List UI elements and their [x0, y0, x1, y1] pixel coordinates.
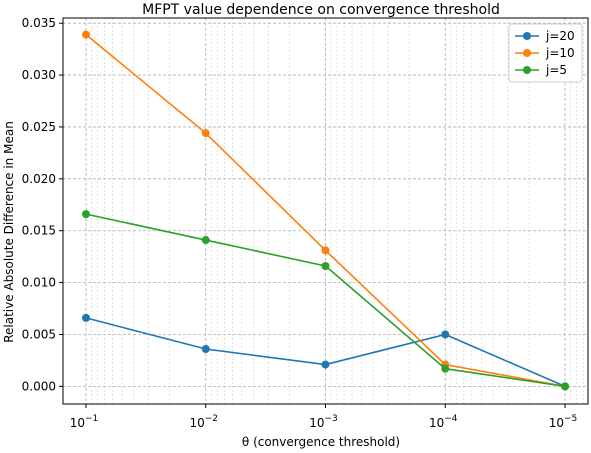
x-tick-label: 10−2 [189, 414, 218, 430]
data-point [441, 364, 450, 373]
y-tick-label: 0.025 [22, 120, 56, 134]
x-tick-label: 10−3 [309, 414, 338, 430]
y-tick-label: 0.000 [22, 379, 56, 393]
x-axis: 10−1 10−2 10−3 10−4 10−5 [70, 404, 578, 430]
data-point [201, 129, 210, 138]
chart-title: MFPT value dependence on convergence thr… [142, 2, 500, 18]
y-tick-label: 0.005 [22, 327, 56, 341]
data-point [321, 246, 330, 255]
data-point [82, 30, 90, 39]
y-tick-label: 0.015 [22, 224, 56, 238]
x-tick-label: 10−4 [429, 414, 458, 430]
data-point [321, 261, 330, 270]
y-axis: 0.000 0.005 0.010 0.015 0.020 0.025 0.030 0.035 [22, 16, 63, 393]
legend-marker [523, 66, 531, 74]
x-tick-label: 10−1 [70, 414, 99, 430]
legend-marker [523, 32, 531, 40]
grid [63, 18, 588, 404]
legend-label: j=5 [545, 63, 567, 77]
data-point [321, 360, 330, 369]
data-point [82, 313, 90, 322]
data-point [201, 236, 210, 245]
y-tick-label: 0.030 [22, 68, 56, 82]
y-axis-title: Relative Absolute Difference in Mean [2, 121, 16, 343]
legend-label: j=10 [545, 46, 575, 60]
data-point [561, 382, 569, 391]
y-tick-label: 0.035 [22, 16, 56, 30]
x-axis-title: θ (convergence threshold) [242, 435, 400, 449]
series-lines [82, 30, 569, 391]
legend-label: j=20 [545, 29, 575, 43]
x-tick-label: 10−5 [549, 414, 578, 430]
legend: j=20 j=10 j=5 [508, 23, 583, 83]
data-point [441, 330, 450, 339]
legend-marker [523, 49, 531, 57]
y-tick-label: 0.020 [22, 172, 56, 186]
data-point [82, 210, 90, 219]
y-tick-label: 0.010 [22, 276, 56, 290]
data-point [201, 345, 210, 354]
